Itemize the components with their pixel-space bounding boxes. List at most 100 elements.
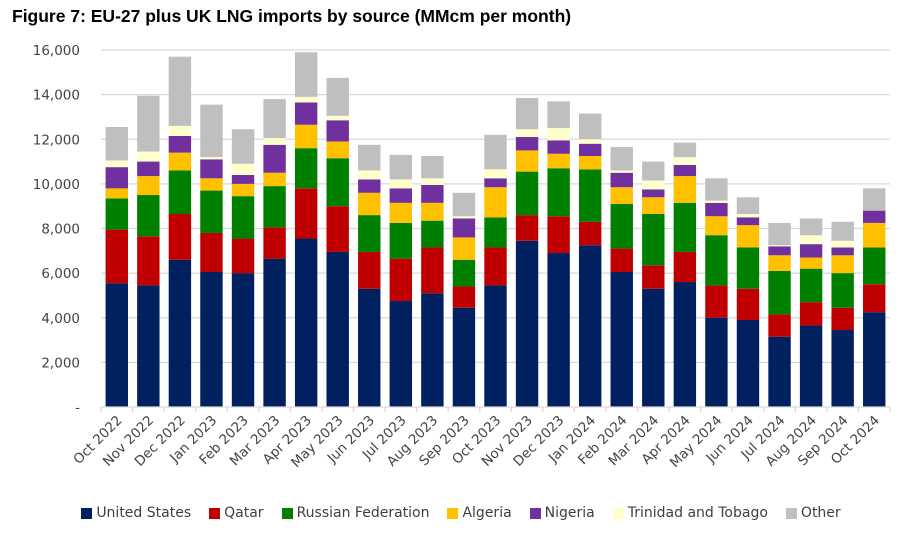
bar-segment-nigeria — [642, 189, 665, 198]
bar-segment-trinidad-and-tobago — [326, 115, 349, 121]
y-tick-label: 16,000 — [33, 43, 80, 59]
bar-segment-nigeria — [736, 217, 760, 226]
bar-segment-other — [168, 56, 192, 126]
bar-segment-algeria — [263, 172, 286, 187]
bar-segment-russian-federation — [736, 247, 760, 289]
bar-segment-nigeria — [421, 184, 444, 203]
bar-segment-nigeria — [705, 202, 728, 217]
bar-segment-united-states — [168, 259, 192, 407]
bar-stack — [294, 52, 318, 407]
bar-segment-nigeria — [358, 179, 381, 193]
bar-segment-algeria — [452, 237, 476, 260]
bar-stack — [484, 134, 507, 407]
bar-segment-nigeria — [768, 246, 791, 256]
legend-label: Trinidad and Tobago — [627, 505, 768, 521]
bar-segment-algeria — [326, 141, 349, 159]
bar-segment-other — [863, 188, 886, 211]
bar-segment-united-states — [421, 293, 444, 407]
bar-segment-united-states — [705, 317, 728, 407]
bar-stack — [515, 97, 539, 407]
bar-segment-russian-federation — [610, 203, 633, 249]
bar-stack — [736, 197, 760, 407]
bar-segment-other — [610, 147, 633, 171]
bar-segment-united-states — [137, 285, 160, 407]
bar-stack — [642, 161, 665, 407]
bar-segment-nigeria — [326, 120, 349, 142]
bar-segment-nigeria — [515, 137, 539, 151]
y-tick-label: 8,000 — [41, 222, 80, 238]
bar-segment-algeria — [231, 183, 255, 197]
bar-segment-qatar — [610, 248, 633, 273]
legend-item: Nigeria — [529, 505, 595, 521]
bar-segment-nigeria — [610, 172, 633, 188]
bar-segment-other — [389, 154, 413, 180]
bar-segment-other — [421, 155, 444, 179]
legend-item: Other — [785, 505, 841, 521]
bar-segment-qatar — [200, 232, 223, 273]
bar-segment-qatar — [484, 247, 507, 286]
bar-segment-trinidad-and-tobago — [831, 240, 854, 248]
bar-segment-algeria — [168, 152, 192, 171]
bar-segment-nigeria — [547, 140, 570, 154]
bar-segment-nigeria — [673, 164, 697, 177]
bar-segment-russian-federation — [263, 186, 286, 228]
legend-item: Qatar — [209, 505, 264, 521]
bar-segment-united-states — [105, 283, 128, 407]
bar-segment-united-states — [642, 288, 665, 407]
bar-stack — [389, 154, 413, 407]
bar-segment-qatar — [168, 213, 192, 260]
bar-segment-trinidad-and-tobago — [515, 129, 539, 138]
legend: United States Qatar Russian Federation Alge… — [0, 505, 922, 521]
bar-stack — [137, 95, 160, 407]
y-tick-label: 12,000 — [33, 132, 80, 148]
bar-segment-russian-federation — [799, 268, 823, 303]
bar-segment-trinidad-and-tobago — [452, 216, 476, 219]
chart-title: Figure 7: EU-27 plus UK LNG imports by s… — [12, 6, 572, 26]
bar-segment-russian-federation — [358, 215, 381, 252]
legend-label: Russian Federation — [296, 505, 430, 521]
bar-segment-united-states — [452, 307, 476, 407]
bar-segment-trinidad-and-tobago — [231, 163, 255, 175]
bar-segment-other — [673, 142, 697, 158]
legend-swatch — [81, 507, 93, 519]
bar-segment-nigeria — [200, 159, 223, 179]
bar-segment-other — [358, 144, 381, 171]
bar-segment-qatar — [231, 238, 255, 274]
bar-stack — [200, 104, 223, 407]
bar-segment-russian-federation — [326, 158, 349, 207]
bar-segment-united-states — [231, 273, 255, 407]
bar-stack — [547, 101, 570, 407]
bar-segment-algeria — [421, 202, 444, 221]
bar-stack — [326, 77, 349, 407]
bar-segment-united-states — [547, 253, 570, 407]
bar-segment-other — [736, 197, 760, 214]
legend-label: United States — [96, 505, 192, 521]
bar-segment-russian-federation — [515, 171, 539, 216]
y-tick-label: 2,000 — [41, 355, 80, 371]
bar-segment-other — [231, 129, 255, 164]
legend-swatch — [281, 507, 293, 519]
bars — [105, 52, 886, 407]
bar-segment-united-states — [863, 312, 886, 407]
bar-segment-other — [294, 52, 318, 97]
bar-segment-qatar — [452, 286, 476, 308]
bar-segment-nigeria — [105, 167, 128, 189]
bar-segment-qatar — [326, 206, 349, 252]
bar-segment-russian-federation — [168, 170, 192, 214]
bar-segment-qatar — [705, 285, 728, 318]
bar-segment-united-states — [389, 301, 413, 407]
bar-segment-russian-federation — [231, 196, 255, 239]
bar-segment-trinidad-and-tobago — [263, 138, 286, 145]
bar-segment-russian-federation — [642, 213, 665, 266]
y-tick-label: 10,000 — [33, 177, 80, 193]
bar-segment-trinidad-and-tobago — [768, 245, 791, 247]
bar-segment-algeria — [642, 197, 665, 214]
bar-stack — [610, 147, 633, 407]
bar-segment-nigeria — [831, 247, 854, 256]
bar-segment-trinidad-and-tobago — [358, 170, 381, 180]
bar-segment-trinidad-and-tobago — [736, 213, 760, 218]
bar-segment-trinidad-and-tobago — [484, 169, 507, 179]
bar-segment-algeria — [799, 257, 823, 269]
bar-segment-russian-federation — [137, 195, 160, 237]
